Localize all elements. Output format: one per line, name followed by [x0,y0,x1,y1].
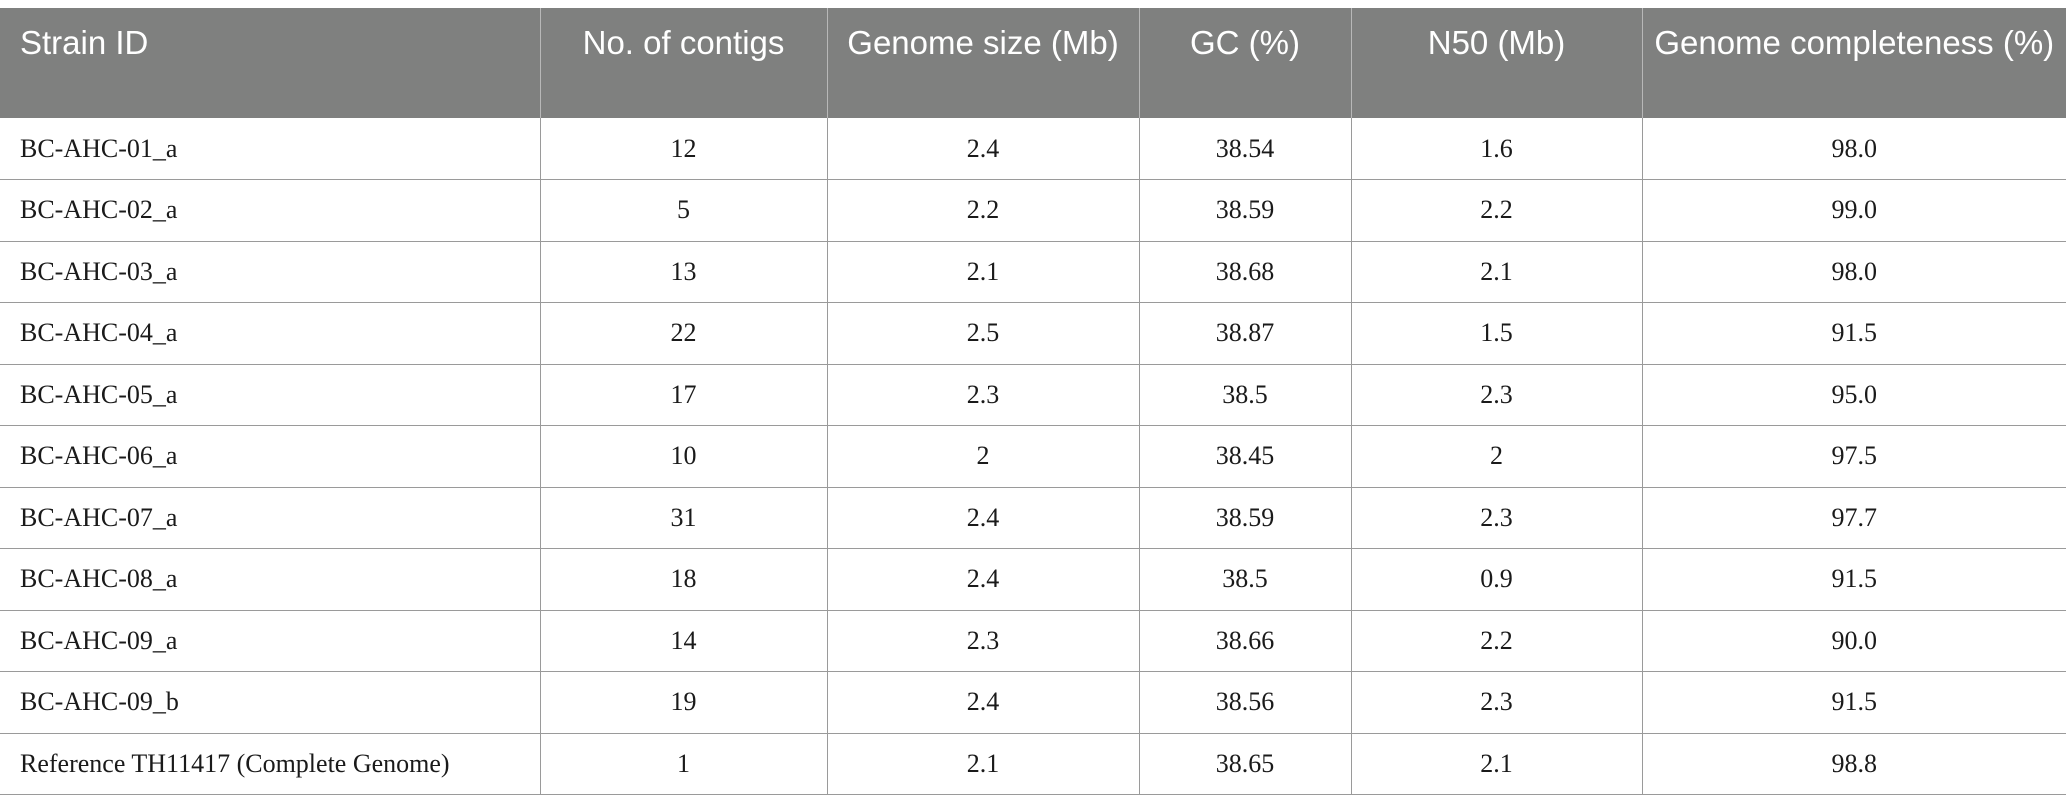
cell-gc-percent: 38.68 [1138,241,1351,303]
cell-genome-completeness: 90.0 [1641,610,2066,672]
cell-strain-id: BC-AHC-01_a [0,118,540,180]
cell-gc-percent: 38.66 [1138,610,1351,672]
header-row: Strain ID No. of contigs Genome size (Mb… [0,8,2066,118]
cell-n50: 1.5 [1350,302,1642,365]
cell-no-of-contigs: 5 [539,179,827,242]
genome-stats-table-container: Strain ID No. of contigs Genome size (Mb… [0,8,2066,795]
cell-genome-size: 2.5 [826,302,1139,365]
cell-n50: 2 [1350,425,1642,488]
cell-no-of-contigs: 1 [539,733,827,795]
cell-no-of-contigs: 31 [539,487,827,549]
cell-genome-completeness: 91.5 [1641,302,2066,365]
cell-strain-id: BC-AHC-06_a [0,425,540,488]
cell-n50: 2.3 [1350,364,1642,426]
cell-genome-completeness: 97.7 [1641,487,2066,549]
cell-genome-size: 2.1 [826,733,1139,795]
cell-n50: 2.2 [1350,179,1642,242]
cell-n50: 1.6 [1350,118,1642,180]
cell-strain-id: BC-AHC-05_a [0,364,540,426]
table-row: BC-AHC-08_a 18 2.4 38.5 0.9 91.5 [0,548,2066,611]
cell-n50: 2.3 [1350,487,1642,549]
cell-no-of-contigs: 14 [539,610,827,672]
genome-stats-table: Strain ID No. of contigs Genome size (Mb… [0,8,2066,795]
table-row: BC-AHC-06_a 10 2 38.45 2 97.5 [0,425,2066,488]
cell-genome-size: 2.4 [826,671,1139,734]
cell-genome-completeness: 98.0 [1641,118,2066,180]
header-genome-completeness: Genome completeness (%) [1641,8,2066,118]
cell-no-of-contigs: 10 [539,425,827,488]
table-header: Strain ID No. of contigs Genome size (Mb… [0,8,2066,118]
cell-genome-completeness: 95.0 [1641,364,2066,426]
cell-strain-id: BC-AHC-04_a [0,302,540,365]
cell-gc-percent: 38.59 [1138,487,1351,549]
cell-genome-size: 2.4 [826,487,1139,549]
table-row: BC-AHC-03_a 13 2.1 38.68 2.1 98.0 [0,241,2066,303]
cell-genome-completeness: 91.5 [1641,671,2066,734]
table-body: BC-AHC-01_a 12 2.4 38.54 1.6 98.0 BC-AHC-02_a 5… [0,118,2066,795]
cell-strain-id: BC-AHC-02_a [0,179,540,242]
cell-no-of-contigs: 18 [539,548,827,611]
cell-genome-completeness: 91.5 [1641,548,2066,611]
cell-n50: 2.1 [1350,241,1642,303]
header-genome-size: Genome size (Mb) [826,8,1139,118]
cell-n50: 2.2 [1350,610,1642,672]
table-row: BC-AHC-09_b 19 2.4 38.56 2.3 91.5 [0,671,2066,734]
cell-genome-size: 2.3 [826,610,1139,672]
cell-genome-size: 2 [826,425,1139,488]
cell-strain-id: BC-AHC-07_a [0,487,540,549]
cell-strain-id: BC-AHC-09_a [0,610,540,672]
header-n50: N50 (Mb) [1350,8,1642,118]
cell-no-of-contigs: 17 [539,364,827,426]
cell-genome-size: 2.4 [826,548,1139,611]
cell-no-of-contigs: 22 [539,302,827,365]
header-no-of-contigs: No. of contigs [539,8,827,118]
cell-gc-percent: 38.56 [1138,671,1351,734]
header-strain-id: Strain ID [0,8,540,118]
table-row: BC-AHC-07_a 31 2.4 38.59 2.3 97.7 [0,487,2066,549]
cell-gc-percent: 38.5 [1138,364,1351,426]
cell-genome-size: 2.1 [826,241,1139,303]
table-row: Reference TH11417 (Complete Genome) 1 2.1 3… [0,733,2066,795]
header-gc-percent: GC (%) [1138,8,1351,118]
cell-strain-id: BC-AHC-09_b [0,671,540,734]
table-row: BC-AHC-09_a 14 2.3 38.66 2.2 90.0 [0,610,2066,672]
cell-genome-size: 2.2 [826,179,1139,242]
cell-genome-completeness: 99.0 [1641,179,2066,242]
cell-gc-percent: 38.59 [1138,179,1351,242]
cell-no-of-contigs: 13 [539,241,827,303]
cell-strain-id: BC-AHC-08_a [0,548,540,611]
table-row: BC-AHC-04_a 22 2.5 38.87 1.5 91.5 [0,302,2066,365]
table-row: BC-AHC-01_a 12 2.4 38.54 1.6 98.0 [0,118,2066,180]
cell-genome-size: 2.4 [826,118,1139,180]
cell-genome-completeness: 98.8 [1641,733,2066,795]
cell-n50: 2.3 [1350,671,1642,734]
cell-genome-completeness: 98.0 [1641,241,2066,303]
cell-gc-percent: 38.87 [1138,302,1351,365]
cell-strain-id: Reference TH11417 (Complete Genome) [0,733,540,795]
cell-gc-percent: 38.54 [1138,118,1351,180]
cell-strain-id: BC-AHC-03_a [0,241,540,303]
table-row: BC-AHC-05_a 17 2.3 38.5 2.3 95.0 [0,364,2066,426]
cell-n50: 2.1 [1350,733,1642,795]
cell-no-of-contigs: 19 [539,671,827,734]
cell-gc-percent: 38.65 [1138,733,1351,795]
table-row: BC-AHC-02_a 5 2.2 38.59 2.2 99.0 [0,179,2066,242]
cell-gc-percent: 38.45 [1138,425,1351,488]
cell-n50: 0.9 [1350,548,1642,611]
cell-genome-completeness: 97.5 [1641,425,2066,488]
cell-no-of-contigs: 12 [539,118,827,180]
cell-gc-percent: 38.5 [1138,548,1351,611]
cell-genome-size: 2.3 [826,364,1139,426]
